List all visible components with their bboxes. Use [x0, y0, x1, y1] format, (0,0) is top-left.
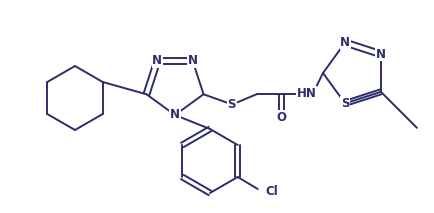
Text: N: N: [170, 108, 180, 121]
Text: N: N: [375, 48, 385, 61]
Text: O: O: [276, 111, 286, 124]
Text: S: S: [340, 97, 349, 110]
Text: N: N: [339, 36, 349, 49]
Text: S: S: [227, 98, 235, 111]
Text: N: N: [187, 54, 197, 67]
Text: Cl: Cl: [265, 186, 278, 199]
Text: HN: HN: [296, 87, 316, 100]
Text: N: N: [152, 54, 162, 67]
